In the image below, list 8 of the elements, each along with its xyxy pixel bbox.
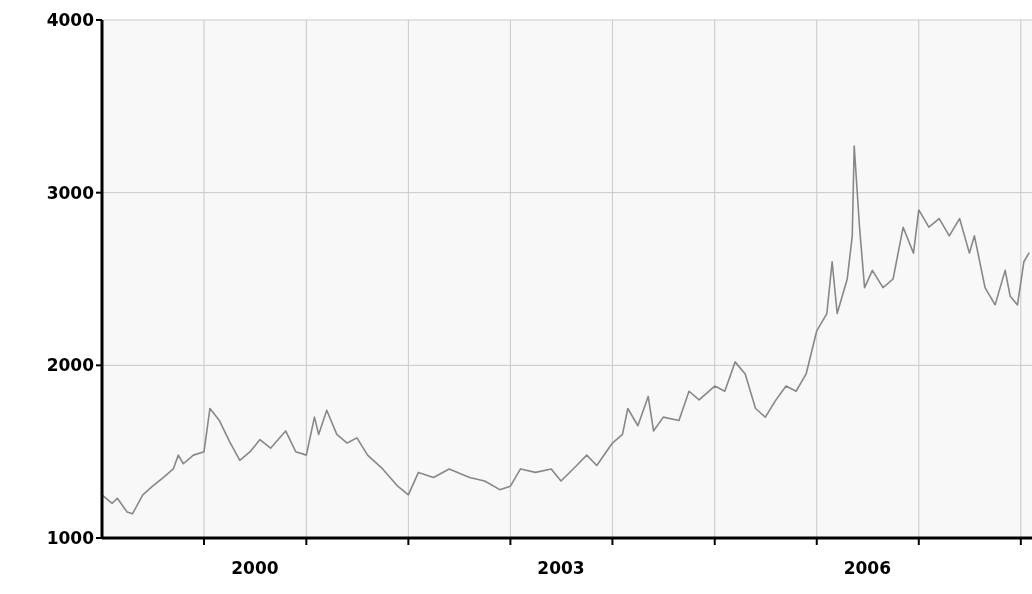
line-series bbox=[102, 145, 1030, 515]
y-tick-label: 4000 bbox=[46, 9, 95, 30]
y-tick-label: 3000 bbox=[46, 182, 95, 203]
x-tick-label: 2000 bbox=[231, 558, 279, 578]
y-tick-label: 2000 bbox=[46, 355, 95, 376]
y-tick-label: 1000 bbox=[46, 527, 95, 548]
x-tick-label: 2006 bbox=[843, 558, 892, 578]
x-tick-label: 2003 bbox=[537, 558, 585, 578]
